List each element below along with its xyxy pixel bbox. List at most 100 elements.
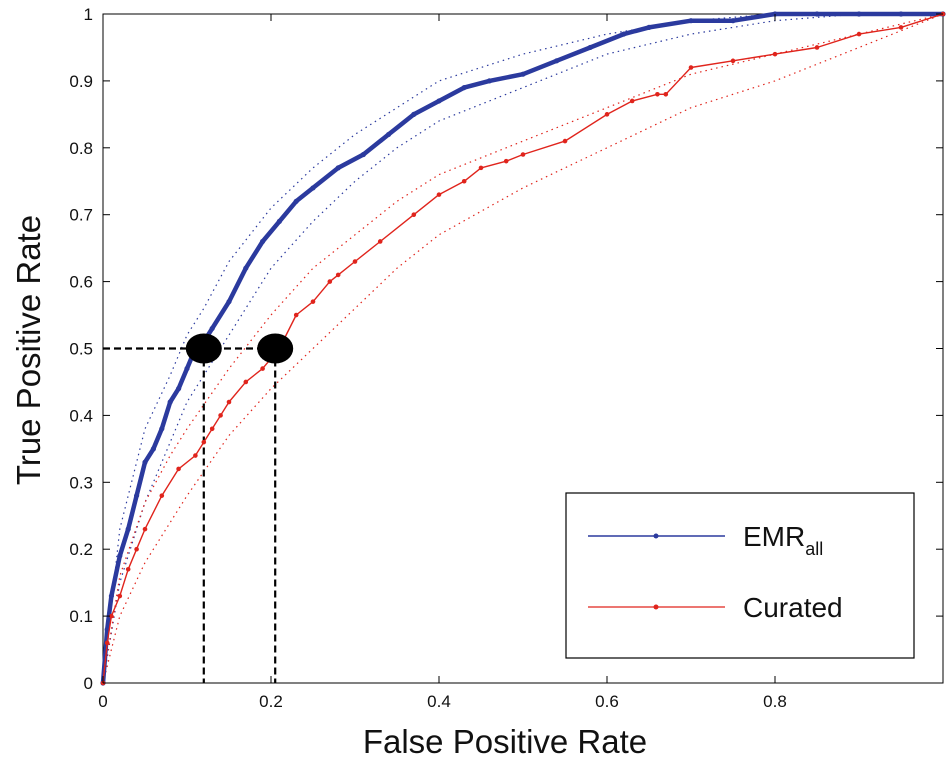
series-point-0-6 bbox=[142, 459, 148, 465]
series-point-0-20 bbox=[310, 185, 316, 191]
series-point-1-20 bbox=[335, 272, 341, 278]
x-tick-label-4: 0.8 bbox=[763, 692, 787, 711]
y-tick-label-9: 0.9 bbox=[69, 72, 93, 91]
legend: EMRall Curated bbox=[565, 492, 915, 659]
series-point-0-4 bbox=[125, 526, 131, 532]
operating-point-0 bbox=[185, 333, 222, 364]
series-point-0-22 bbox=[360, 151, 366, 158]
y-axis-ticks: 0 0.1 0.2 0.3 0.4 0.5 0.6 0.7 0.8 0.9 1 bbox=[69, 5, 943, 693]
series-point-0-31 bbox=[621, 31, 627, 37]
series-point-0-34 bbox=[730, 18, 736, 24]
x-axis-title: False Positive Rate bbox=[363, 723, 647, 760]
series-point-0-10 bbox=[176, 386, 182, 392]
series-point-0-14 bbox=[209, 325, 215, 332]
series-point-0-36 bbox=[814, 11, 820, 17]
series-point-0-23 bbox=[386, 131, 392, 138]
series-point-1-14 bbox=[243, 379, 249, 385]
operating-point-1 bbox=[257, 333, 294, 364]
operating-point-markers bbox=[185, 333, 294, 364]
series-point-1-15 bbox=[260, 366, 265, 371]
y-tick-label-7: 0.7 bbox=[69, 206, 93, 225]
series-point-0-17 bbox=[260, 238, 266, 245]
series-point-0-32 bbox=[646, 24, 652, 30]
legend-label-emr: EMRall bbox=[743, 521, 823, 559]
series-point-0-28 bbox=[520, 71, 526, 77]
series-point-0-8 bbox=[159, 426, 165, 432]
series-point-0-5 bbox=[134, 493, 140, 499]
y-tick-label-4: 0.4 bbox=[69, 406, 93, 425]
series-point-1-36 bbox=[772, 51, 778, 57]
y-tick-label-10: 1 bbox=[84, 5, 93, 24]
y-axis-title: True Positive Rate bbox=[10, 215, 47, 485]
series-point-1-22 bbox=[377, 239, 383, 244]
series-point-0-24 bbox=[411, 111, 417, 117]
y-tick-label-5: 0.5 bbox=[69, 340, 93, 359]
legend-label-emr-subscript: all bbox=[805, 539, 823, 559]
series-point-1-5 bbox=[134, 546, 139, 552]
series-point-1-12 bbox=[218, 413, 223, 418]
series-point-1-35 bbox=[730, 58, 736, 64]
y-tick-label-3: 0.3 bbox=[69, 473, 93, 492]
series-point-1-32 bbox=[655, 91, 660, 97]
y-tick-label-2: 0.2 bbox=[69, 540, 93, 559]
series-point-1-25 bbox=[461, 178, 467, 184]
confidence-band-lower-1 bbox=[102, 13, 944, 684]
series-point-0-29 bbox=[554, 58, 560, 64]
series-point-0-15 bbox=[226, 299, 232, 305]
legend-label-emr-main: EMR bbox=[743, 521, 805, 552]
series-point-0-19 bbox=[293, 198, 299, 204]
series-point-0-11 bbox=[184, 365, 190, 372]
series-point-1-29 bbox=[562, 138, 568, 144]
series-point-1-27 bbox=[503, 158, 509, 164]
series-point-0-35 bbox=[772, 11, 778, 17]
series-point-1-4 bbox=[125, 566, 131, 572]
series-point-0-9 bbox=[167, 399, 173, 405]
series-point-1-9 bbox=[193, 453, 198, 458]
series-point-0-27 bbox=[486, 78, 492, 84]
x-tick-label-3: 0.6 bbox=[595, 692, 619, 711]
series-point-1-23 bbox=[411, 212, 417, 217]
series-lines bbox=[100, 11, 946, 686]
series-point-0-16 bbox=[243, 265, 249, 271]
series-point-0-3 bbox=[117, 553, 123, 559]
series-point-0-18 bbox=[276, 218, 282, 224]
confidence-band-upper-1 bbox=[102, 13, 944, 684]
series-point-0-38 bbox=[898, 11, 904, 17]
series-point-1-33 bbox=[663, 91, 669, 97]
series-point-0-37 bbox=[856, 11, 862, 17]
series-point-1-34 bbox=[688, 65, 694, 70]
series-point-1-18 bbox=[310, 299, 316, 304]
series-point-1-19 bbox=[327, 279, 333, 284]
series-point-1-38 bbox=[856, 31, 862, 37]
y-tick-label-0: 0 bbox=[84, 674, 93, 693]
guide-lines bbox=[103, 347, 277, 683]
series-point-1-21 bbox=[352, 259, 358, 264]
y-tick-label-6: 0.6 bbox=[69, 273, 93, 292]
series-point-1-30 bbox=[604, 112, 610, 117]
series-point-1-8 bbox=[176, 466, 181, 472]
series-point-0-25 bbox=[436, 98, 442, 104]
series-point-1-24 bbox=[436, 192, 442, 197]
series-point-1-37 bbox=[814, 45, 820, 50]
series-point-0-26 bbox=[461, 84, 467, 91]
x-tick-label-1: 0.2 bbox=[259, 692, 283, 711]
confidence-bands bbox=[102, 13, 944, 684]
series-point-1-31 bbox=[629, 98, 635, 104]
series-point-0-21 bbox=[335, 165, 341, 171]
confidence-band-lower-0 bbox=[102, 13, 943, 684]
series-point-1-39 bbox=[898, 25, 904, 30]
y-tick-label-8: 0.8 bbox=[69, 139, 93, 158]
legend-swatch-curated-dot bbox=[653, 604, 659, 610]
series-point-1-2 bbox=[109, 613, 114, 619]
series-point-0-33 bbox=[688, 18, 694, 24]
legend-label-curated: Curated bbox=[743, 592, 843, 623]
x-axis-ticks: 0 0.2 0.4 0.6 0.8 bbox=[98, 14, 787, 711]
series-point-1-17 bbox=[293, 312, 299, 318]
series-point-1-11 bbox=[209, 426, 215, 432]
series-point-1-6 bbox=[142, 526, 148, 532]
series-point-1-3 bbox=[117, 593, 123, 599]
series-point-0-7 bbox=[150, 446, 156, 452]
x-tick-label-0: 0 bbox=[98, 692, 107, 711]
series-point-1-1 bbox=[104, 640, 110, 646]
